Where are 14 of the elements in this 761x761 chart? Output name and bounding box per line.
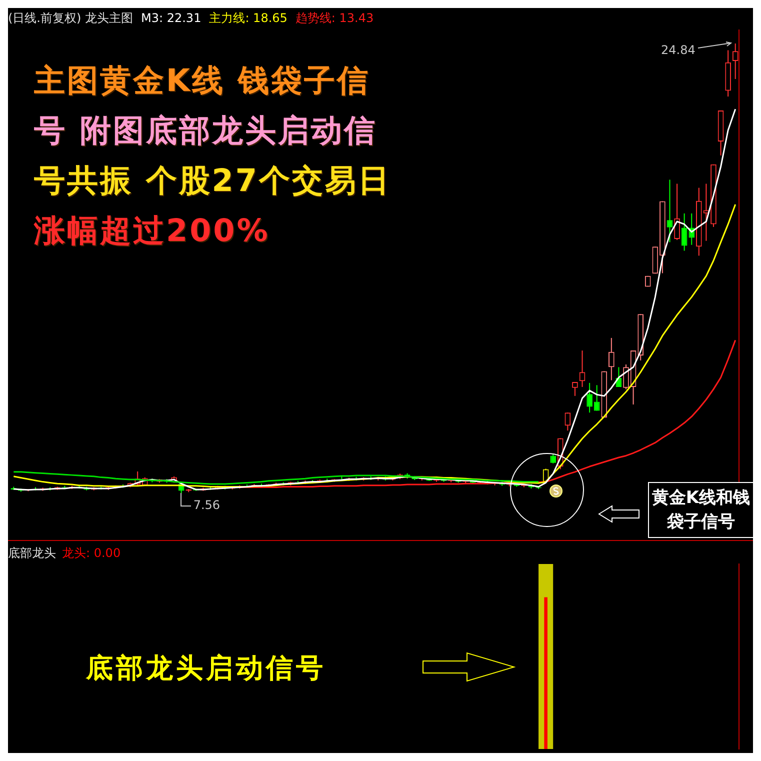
annotation: 号共振 个股27个交易日 (34, 162, 391, 201)
annotation: 号 附图底部龙头启动信 (34, 112, 377, 151)
text: 主力线: 18.65 (209, 11, 288, 25)
chart-title: (日线.前复权) 龙头主图 (8, 11, 133, 25)
annotation: 涨幅超过200% (34, 212, 270, 251)
chart-title: 底部龙头 (8, 546, 56, 560)
text: 龙头: 0.00 (62, 546, 121, 560)
annotation: 24.84 (660, 43, 696, 58)
annotation: 底部龙头启动信号 (86, 652, 326, 686)
text: M3: 22.31 (141, 11, 202, 25)
annotation: 主图黄金K线 钱袋子信 (34, 62, 370, 101)
text: 趋势线: 13.43 (295, 11, 374, 25)
text: 7.56 (193, 498, 220, 512)
annotation: 黄金K线和钱袋子信号 (648, 482, 754, 538)
